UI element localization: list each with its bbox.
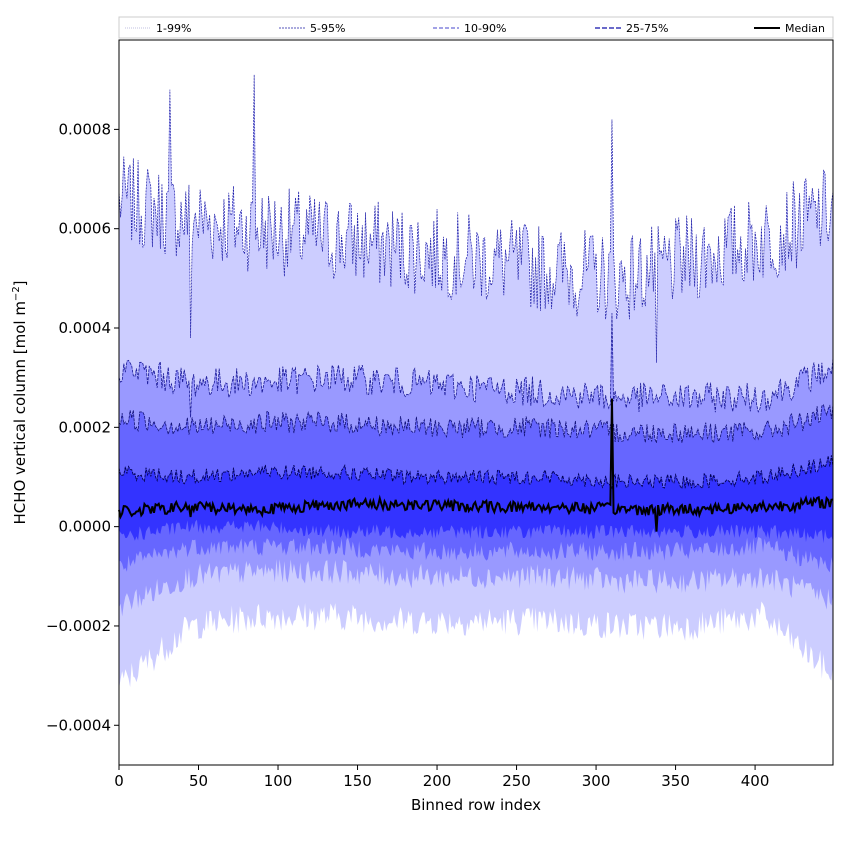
axes-frame bbox=[118, 39, 834, 766]
y-tick-label-0: −0.0004 bbox=[46, 716, 111, 734]
line-10-90-upper bbox=[118, 313, 834, 418]
x-axis-label: Binned row index bbox=[411, 796, 541, 814]
y-axis-label-superscript: −2 bbox=[11, 286, 22, 301]
axes: 0 50 100 150 200 250 300 350 400 −0.0004 −0.0002 0.… bbox=[46, 39, 834, 790]
legend-label-3: 25-75% bbox=[626, 22, 668, 35]
y-axis-label: HCHO vertical column [mol m−2] bbox=[11, 280, 29, 524]
x-tick-label-200: 200 bbox=[423, 772, 452, 790]
x-tick-label-0: 0 bbox=[114, 772, 124, 790]
y-tick-label-3: 0.0002 bbox=[59, 418, 112, 436]
line-inner-upper bbox=[118, 455, 834, 490]
x-tick-label-100: 100 bbox=[264, 772, 293, 790]
x-tick-label-400: 400 bbox=[741, 772, 770, 790]
legend: 1-99% 5-95% 10-90% 25-75% Median bbox=[118, 16, 834, 39]
band-1-99 bbox=[119, 74, 833, 690]
x-tick-label-50: 50 bbox=[189, 772, 208, 790]
y-axis-label-tail: ] bbox=[11, 280, 29, 286]
legend-label-2: 10-90% bbox=[464, 22, 506, 35]
legend-box bbox=[118, 16, 834, 39]
y-tick-label-4: 0.0004 bbox=[59, 319, 112, 337]
legend-label-0: 1-99% bbox=[156, 22, 191, 35]
x-tick-label-250: 250 bbox=[502, 772, 531, 790]
y-tick-label-2: 0.0000 bbox=[59, 518, 112, 536]
line-1-99-upper bbox=[118, 74, 834, 363]
y-tick-label-5: 0.0006 bbox=[59, 220, 112, 238]
x-tick-label-300: 300 bbox=[582, 772, 611, 790]
legend-label-4: Median bbox=[785, 22, 825, 35]
y-tick-label-6: 0.0008 bbox=[59, 120, 112, 138]
band-25-75 bbox=[119, 455, 833, 543]
y-tick-label-1: −0.0002 bbox=[46, 617, 111, 635]
median-line bbox=[118, 398, 834, 532]
y-axis-label-main: HCHO vertical column [mol m bbox=[11, 301, 29, 524]
x-tick-label-350: 350 bbox=[661, 772, 690, 790]
legend-label-1: 5-95% bbox=[310, 22, 345, 35]
line-25-75-upper bbox=[118, 404, 834, 444]
x-tick-label-150: 150 bbox=[343, 772, 372, 790]
plot-area bbox=[118, 74, 834, 690]
